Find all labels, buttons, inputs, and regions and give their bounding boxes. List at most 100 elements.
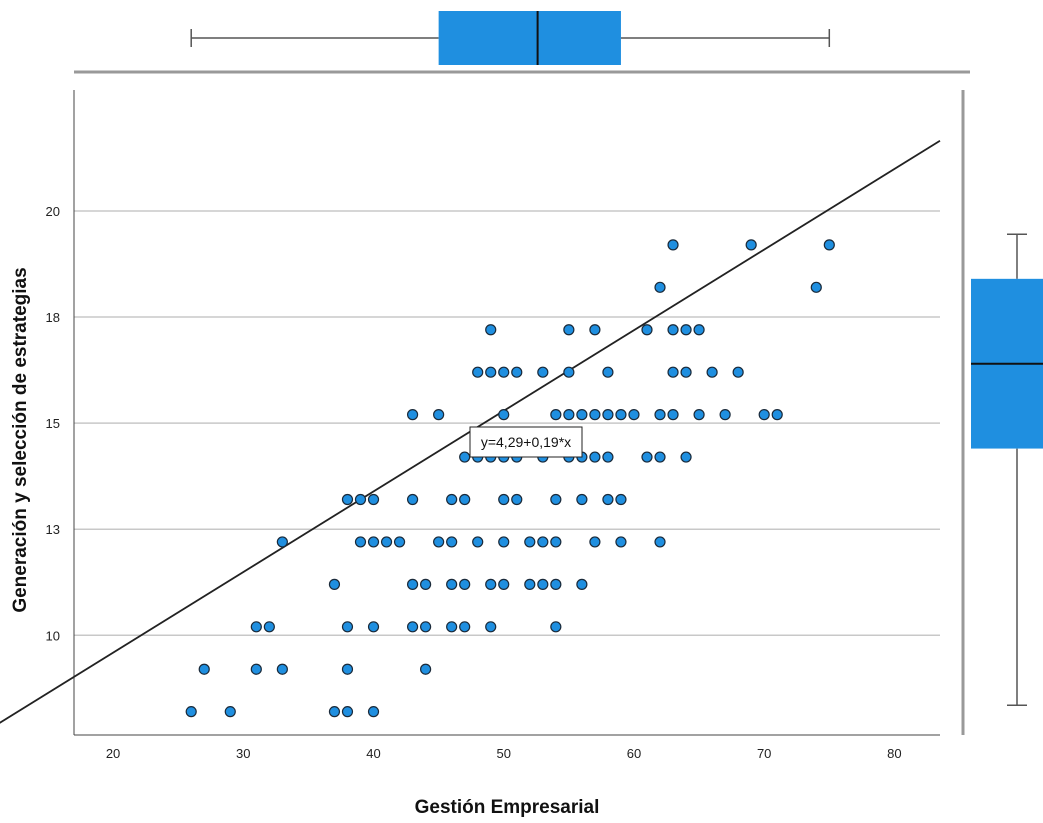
data-point: [433, 536, 445, 548]
data-point: [393, 536, 406, 548]
data-point: [589, 536, 601, 548]
y-tick-label: 10: [46, 628, 60, 643]
data-point: [341, 706, 354, 718]
data-point: [680, 451, 692, 463]
y-tick-label: 13: [46, 522, 60, 537]
data-point: [810, 281, 822, 293]
data-point: [328, 706, 341, 718]
data-points: [185, 239, 835, 718]
tick-labels: 20 30 40 50 60 70 80 10 13 15 18 20: [46, 204, 902, 761]
x-axis-title: Gestión Empresarial: [415, 797, 600, 818]
data-point: [563, 324, 575, 336]
data-point: [328, 578, 341, 590]
data-point: [485, 366, 497, 378]
data-point: [654, 451, 666, 463]
data-point: [537, 536, 549, 548]
data-point: [367, 493, 380, 506]
x-tick-label: 60: [627, 746, 641, 761]
fit-line: [0, 139, 941, 724]
data-point: [563, 409, 575, 421]
data-point: [498, 578, 510, 590]
data-point: [354, 493, 367, 506]
data-point: [680, 324, 692, 336]
fit-line-group: [0, 139, 941, 724]
data-point: [589, 451, 601, 463]
data-point: [745, 239, 757, 251]
data-point: [485, 578, 497, 590]
data-point: [667, 366, 679, 378]
y-tick-label: 18: [46, 310, 60, 325]
right-marginal-boxplot: [961, 90, 1043, 735]
data-point: [602, 451, 614, 463]
data-point: [341, 663, 354, 675]
data-point: [367, 621, 380, 633]
data-point: [524, 578, 536, 590]
data-point: [628, 409, 640, 421]
data-point: [615, 493, 627, 506]
x-tick-label: 50: [497, 746, 511, 761]
data-point: [524, 536, 536, 548]
data-point: [615, 536, 627, 548]
data-point: [446, 578, 458, 590]
data-point: [693, 324, 705, 336]
y-tick-label: 15: [46, 416, 60, 431]
data-point: [406, 493, 419, 506]
data-point: [576, 409, 588, 421]
data-point: [224, 706, 236, 718]
data-point: [732, 366, 744, 378]
data-point: [459, 493, 471, 506]
data-point: [758, 409, 770, 421]
data-point: [511, 493, 523, 506]
data-point: [485, 324, 497, 336]
data-point: [433, 409, 445, 421]
data-point: [250, 663, 262, 675]
data-point: [446, 621, 458, 633]
data-point: [406, 409, 419, 421]
data-point: [406, 578, 419, 590]
data-point: [420, 578, 432, 590]
data-point: [420, 663, 432, 675]
data-point: [563, 366, 575, 378]
data-point: [550, 621, 562, 633]
data-point: [263, 621, 275, 633]
data-point: [550, 578, 562, 590]
y-tick-label: 20: [46, 204, 60, 219]
data-point: [354, 536, 367, 548]
data-point: [472, 366, 484, 378]
data-point: [550, 409, 562, 421]
data-point: [511, 366, 523, 378]
fit-equation-group: y=4,29+0,19*x: [469, 426, 583, 458]
data-point: [537, 366, 549, 378]
data-point: [693, 409, 705, 421]
data-point: [589, 409, 601, 421]
data-point: [654, 281, 666, 293]
data-point: [406, 621, 419, 633]
data-point: [498, 493, 510, 506]
data-point: [550, 493, 562, 506]
data-point: [420, 621, 432, 633]
data-point: [641, 324, 653, 336]
box-iqr: [438, 11, 621, 65]
data-point: [459, 578, 471, 590]
gridlines: [74, 210, 940, 637]
fit-equation-box: [469, 426, 583, 458]
data-point: [654, 409, 666, 421]
data-point: [602, 366, 614, 378]
fit-equation-label: y=4,29+0,19*x: [481, 434, 571, 450]
data-point: [367, 706, 380, 718]
top-marginal-boxplot: [74, 11, 970, 74]
x-tick-label: 30: [236, 746, 250, 761]
data-point: [498, 409, 510, 421]
data-point: [459, 621, 471, 633]
data-point: [250, 621, 262, 633]
data-point: [446, 493, 458, 506]
data-point: [667, 409, 679, 421]
data-point: [602, 409, 614, 421]
data-point: [446, 536, 458, 548]
data-point: [341, 621, 354, 633]
data-point: [771, 409, 783, 421]
data-point: [576, 493, 588, 506]
data-point: [667, 324, 679, 336]
data-point: [485, 621, 497, 633]
